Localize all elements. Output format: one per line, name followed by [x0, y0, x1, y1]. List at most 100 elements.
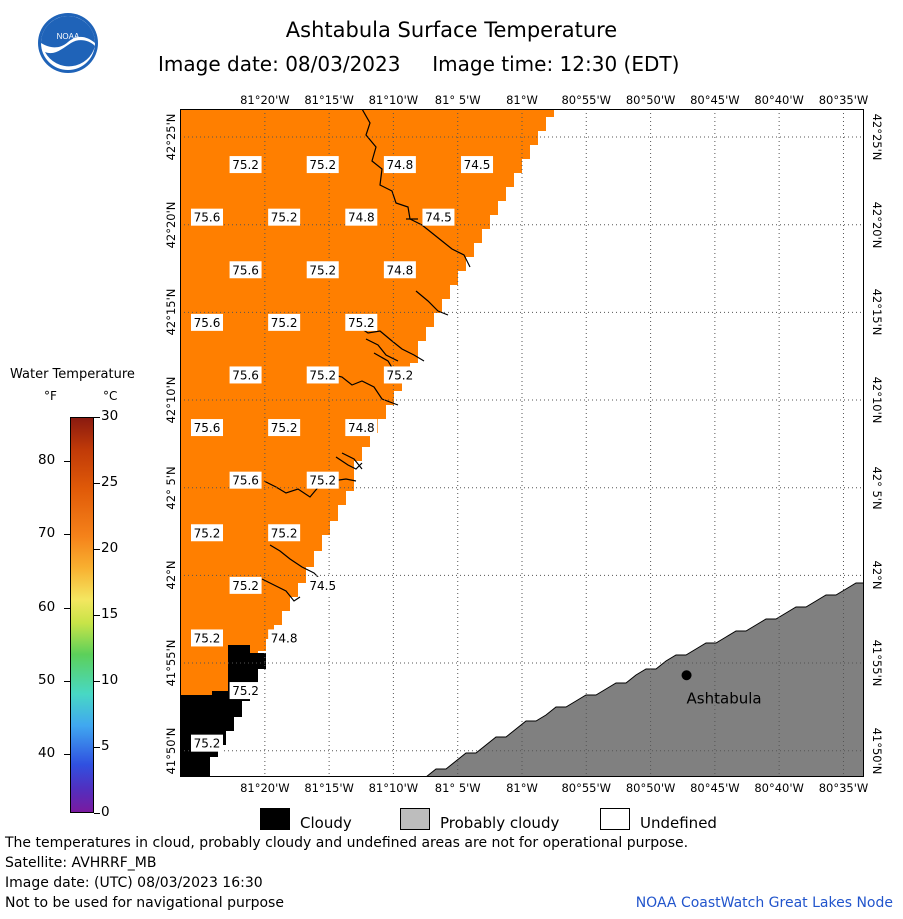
probably-cloudy-swatch [400, 808, 430, 830]
fahrenheit-tick-label: 80 [38, 452, 56, 468]
temperature-label: 75.2 [306, 471, 339, 489]
temperature-label-bg [229, 576, 262, 594]
temperature-value: 74.8 [271, 631, 298, 645]
longitude-label: 80°55'W [561, 781, 612, 795]
footer-utc-date: Image date: (UTC) 08/03/2023 16:30 [5, 875, 263, 891]
temperature-value: 75.6 [232, 263, 259, 277]
fahrenheit-tick [64, 754, 70, 756]
temperature-label: 74.5 [461, 156, 494, 174]
temperature-label-bg [229, 366, 262, 384]
temperature-value: 74.5 [464, 158, 491, 172]
temperature-label: 75.2 [306, 261, 339, 279]
temperature-label-bg [345, 208, 378, 226]
temperature-value: 75.6 [232, 368, 259, 382]
temperature-label: 75.2 [191, 734, 224, 752]
temperature-value: 74.8 [387, 158, 414, 172]
temperature-label-bg [268, 524, 301, 542]
temperature-value: 75.2 [232, 684, 259, 698]
latitude-label: 42°15'N [164, 288, 178, 336]
longitude-label: 80°40'W [754, 93, 804, 107]
celsius-tick-label: 0 [101, 804, 110, 820]
temperature-label: 75.2 [191, 629, 224, 647]
longitude-label: 81°10'W [368, 93, 419, 107]
temperature-value: 75.2 [194, 631, 221, 645]
undefined-label: Undefined [640, 814, 717, 832]
ashtabula-marker: Ashtabula [681, 670, 762, 707]
temperature-value: 75.2 [309, 263, 336, 277]
temperature-label-bg [345, 313, 378, 331]
latitude-label: 42°20'N [164, 201, 178, 249]
temperature-label-bg [422, 208, 455, 226]
latitude-label: 42° 5'N [164, 466, 178, 510]
latitude-label: 42°10'N [164, 376, 178, 424]
temperature-label: 75.2 [268, 208, 301, 226]
fahrenheit-tick-label: 70 [38, 525, 56, 542]
temperature-label-bg [229, 471, 262, 489]
footer-credit: NOAA CoastWatch Great Lakes Node [635, 895, 893, 911]
temperature-label: 74.8 [345, 208, 378, 226]
temperature-label-bg [191, 208, 224, 226]
longitude-label: 80°40'W [754, 781, 804, 795]
undefined-swatch [600, 808, 630, 830]
temperature-label: 75.6 [229, 471, 262, 489]
temperature-label: 75.2 [268, 419, 301, 437]
latitude-label: 42°25'N [870, 113, 884, 161]
temperature-value: 75.6 [232, 474, 259, 488]
map-frame [180, 109, 864, 777]
temperature-value: 74.5 [425, 211, 452, 225]
temperature-label-bg [268, 208, 301, 226]
temperature-label-bg [306, 471, 339, 489]
temperature-colorbar [70, 417, 94, 813]
temperature-label-bg [306, 156, 339, 174]
temperature-label: 74.8 [268, 629, 301, 647]
temperature-label: 75.6 [191, 208, 224, 226]
temperature-label: 75.6 [229, 366, 262, 384]
temperature-value: 75.2 [271, 316, 298, 330]
temperature-label-bg [229, 156, 262, 174]
temperature-label: 75.2 [229, 156, 262, 174]
fahrenheit-tick [64, 461, 70, 462]
temperature-label-bg [191, 734, 224, 752]
noaa-logo: NOAA [38, 13, 98, 73]
temperature-value: 75.2 [271, 421, 298, 435]
probably-cloudy-label: Probably cloudy [440, 814, 560, 832]
map-subtitle: Image date: 08/03/2023 Image time: 12:30… [158, 52, 679, 76]
celsius-tick [94, 681, 100, 682]
temperature-label-bg [461, 156, 494, 174]
temperature-map: 75.2 75.2 74.8 74.5 75.6 75.2 74.8 74.5 75.6 75.2… [180, 109, 864, 777]
longitude-label: 81°20'W [240, 93, 290, 107]
latitude-label: 42°15'N [870, 288, 884, 336]
temperature-value: 75.2 [194, 737, 221, 751]
celsius-tick [94, 417, 100, 418]
temperature-label: 75.2 [229, 682, 262, 700]
temperature-label: 75.2 [229, 576, 262, 594]
temperature-label: 74.5 [422, 208, 455, 226]
temperature-label: 75.2 [191, 524, 224, 542]
fahrenheit-tick-label: 60 [38, 598, 56, 615]
longitude-label: 80°55'W [561, 93, 612, 107]
temperature-label-bg [191, 629, 224, 647]
latitude-label: 42°N [870, 560, 884, 590]
temperature-label: 75.2 [383, 366, 416, 384]
temperature-value: 75.2 [309, 158, 336, 172]
temperature-value: 75.6 [194, 211, 221, 225]
temperature-labels: 75.2 75.2 74.8 74.5 75.6 75.2 74.8 74.5 75.6 75.2… [191, 156, 494, 752]
celsius-tick-label: 25 [101, 474, 119, 490]
temperature-label: 74.8 [383, 156, 416, 174]
temperature-value: 75.2 [348, 316, 375, 330]
latitude-label: 41°50'N [870, 727, 884, 775]
celsius-tick-label: 15 [101, 606, 119, 622]
longitude-label: 80°50'W [625, 781, 676, 795]
temperature-value: 74.8 [387, 263, 414, 277]
footer-note: The temperatures in cloud, probably clou… [5, 835, 689, 851]
temperature-label: 75.2 [268, 524, 301, 542]
fahrenheit-tick [64, 681, 70, 682]
temperature-label-bg [268, 629, 301, 647]
city-label: Ashtabula [687, 689, 762, 707]
temperature-label-bg [306, 366, 339, 384]
longitude-label: 81° 5'W [434, 93, 481, 107]
temperature-label-bg [191, 313, 224, 331]
map-title: Ashtabula Surface Temperature [285, 18, 618, 42]
cloudy-label: Cloudy [300, 814, 352, 832]
legend-title: Water Temperature [10, 367, 135, 382]
